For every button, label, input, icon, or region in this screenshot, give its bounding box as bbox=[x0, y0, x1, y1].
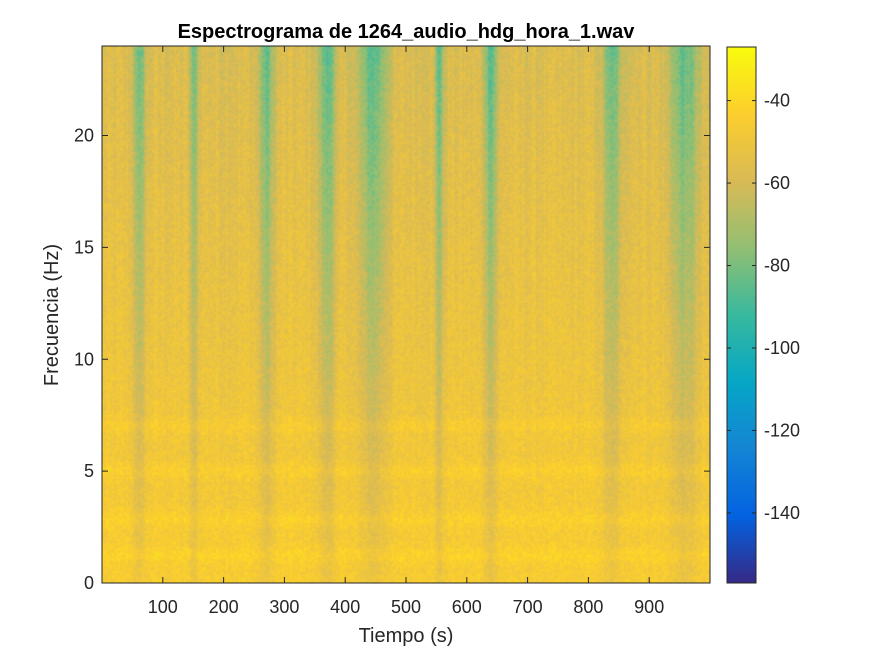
x-axis-label: Tiempo (s) bbox=[359, 625, 454, 647]
x-tick-label: 400 bbox=[330, 597, 360, 617]
x-tick-label: 300 bbox=[269, 597, 299, 617]
x-tick-label: 700 bbox=[513, 597, 543, 617]
spectrogram-heatmap bbox=[102, 46, 710, 583]
y-tick-label: 10 bbox=[74, 349, 94, 369]
colorbar-tick-label: -100 bbox=[764, 338, 800, 358]
y-axis-label: Frecuencia (Hz) bbox=[41, 244, 63, 386]
x-tick-label: 200 bbox=[209, 597, 239, 617]
colorbar-tick-label: -60 bbox=[764, 173, 790, 193]
chart-title: Espectrograma de 1264_audio_hdg_hora_1.w… bbox=[178, 21, 636, 43]
colorbar-frame bbox=[726, 46, 757, 584]
colorbar-ticks: -40 -60 -80 -100 -120 -140 bbox=[727, 91, 800, 523]
colorbar-gradient bbox=[727, 47, 756, 583]
x-tick-label: 900 bbox=[634, 597, 664, 617]
x-tick-label: 500 bbox=[391, 597, 421, 617]
y-tick-label: 0 bbox=[84, 573, 94, 593]
plot-area bbox=[101, 45, 711, 584]
y-tick-label: 20 bbox=[74, 126, 94, 146]
y-tick-label: 5 bbox=[84, 461, 94, 481]
x-tick-label: 600 bbox=[452, 597, 482, 617]
x-axis: 100 200 300 400 500 600 700 800 900 bbox=[148, 46, 664, 617]
y-axis: 0 5 10 15 20 bbox=[74, 126, 710, 593]
colorbar: -40 -60 -80 -100 -120 -140 bbox=[726, 46, 800, 584]
colorbar-tick-label: -120 bbox=[764, 420, 800, 440]
colorbar-tick-label: -140 bbox=[764, 503, 800, 523]
x-tick-label: 100 bbox=[148, 597, 178, 617]
y-tick-label: 15 bbox=[74, 237, 94, 257]
colorbar-tick-label: -40 bbox=[764, 91, 790, 111]
colorbar-tick-label: -80 bbox=[764, 256, 790, 276]
x-tick-label: 800 bbox=[573, 597, 603, 617]
